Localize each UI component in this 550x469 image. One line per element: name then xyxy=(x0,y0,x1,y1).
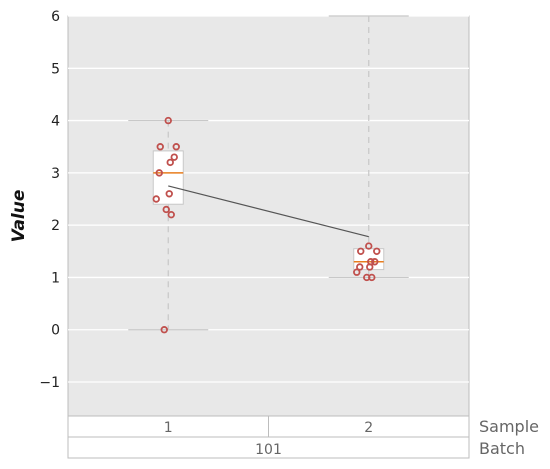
y-tick-label: 0 xyxy=(51,323,60,339)
batch-row-label: Batch xyxy=(479,439,525,458)
batch-label: 101 xyxy=(255,442,282,458)
data-point xyxy=(356,263,364,271)
data-point xyxy=(156,143,164,151)
y-tick-labels: 6 5 4 3 2 1 0 −1 xyxy=(39,9,60,391)
plot-background xyxy=(67,15,470,417)
data-point xyxy=(353,268,361,276)
y-tick-label: 4 xyxy=(51,114,60,130)
data-point xyxy=(167,210,175,219)
data-point xyxy=(162,205,170,214)
data-point xyxy=(357,247,365,255)
y-tick-label: 6 xyxy=(51,9,60,25)
data-point xyxy=(368,273,376,282)
chart-marks xyxy=(128,15,409,334)
data-point xyxy=(371,258,379,266)
y-tick-label: 3 xyxy=(51,166,60,182)
data-point xyxy=(366,263,374,271)
data-point xyxy=(164,116,172,125)
y-axis-label: Value xyxy=(9,190,29,243)
sample-label: 2 xyxy=(364,420,373,436)
data-point xyxy=(160,326,168,334)
data-point xyxy=(152,195,160,203)
data-point xyxy=(166,158,174,167)
data-point xyxy=(373,247,381,255)
data-point xyxy=(155,169,163,177)
sample-label: 1 xyxy=(164,420,173,436)
y-tick-label: 1 xyxy=(51,270,60,286)
data-point xyxy=(170,153,178,161)
data-point xyxy=(165,190,173,198)
mean-connector-line xyxy=(168,185,369,238)
y-tick-label: −1 xyxy=(39,375,60,391)
sample-row-label: Sample xyxy=(479,417,539,436)
data-point xyxy=(365,242,373,250)
y-tick-label: 2 xyxy=(51,218,60,234)
data-point xyxy=(172,143,180,151)
y-tick-label: 5 xyxy=(51,61,60,77)
group-axis: 1 2 101 xyxy=(67,415,470,459)
